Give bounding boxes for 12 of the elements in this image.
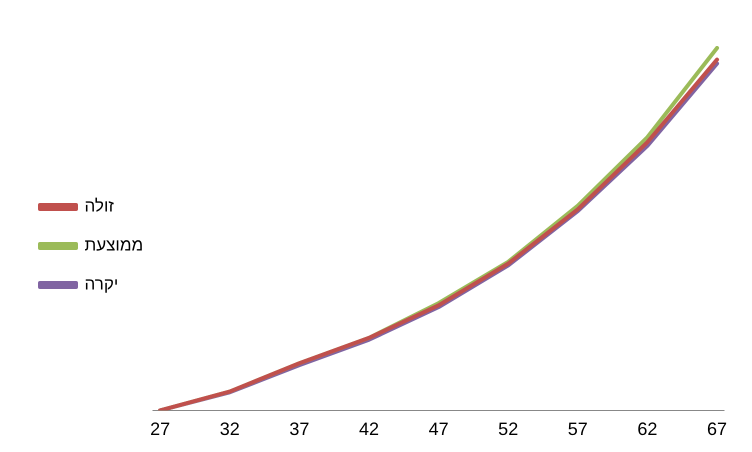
x-tick-label: 47 xyxy=(428,419,449,440)
x-tick-label: 32 xyxy=(220,419,240,440)
legend-label: יקרה xyxy=(84,274,118,294)
x-tick-label: 57 xyxy=(568,419,588,440)
x-tick-label: 62 xyxy=(637,419,658,440)
x-tick-label: 37 xyxy=(289,419,310,440)
x-tick-label: 42 xyxy=(358,419,379,440)
x-tick-label: 27 xyxy=(150,419,170,440)
x-tick-label: 67 xyxy=(707,419,728,440)
x-tick-label: 52 xyxy=(498,419,518,440)
legend-label: ממוצעת xyxy=(84,236,144,255)
legend-label: זולה xyxy=(84,196,114,216)
